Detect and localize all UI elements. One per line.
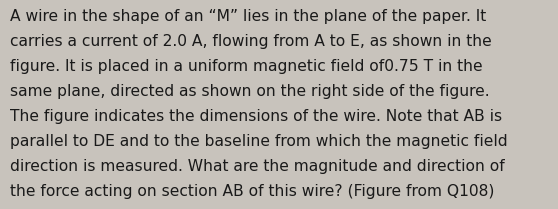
Text: same plane, directed as shown on the right side of the figure.: same plane, directed as shown on the rig…: [10, 84, 490, 99]
Text: direction is measured. What are the magnitude and direction of: direction is measured. What are the magn…: [10, 159, 505, 174]
Text: the force acting on section AB of this wire? (Figure from Q108): the force acting on section AB of this w…: [10, 184, 494, 199]
Text: figure. It is placed in a uniform magnetic field of0.75 T in the: figure. It is placed in a uniform magnet…: [10, 59, 483, 74]
Text: carries a current of 2.0 A, flowing from A to E, as shown in the: carries a current of 2.0 A, flowing from…: [10, 34, 492, 49]
Text: A wire in the shape of an “M” lies in the plane of the paper. It: A wire in the shape of an “M” lies in th…: [10, 9, 486, 24]
Text: parallel to DE and to the baseline from which the magnetic field: parallel to DE and to the baseline from …: [10, 134, 508, 149]
Text: The figure indicates the dimensions of the wire. Note that AB is: The figure indicates the dimensions of t…: [10, 109, 502, 124]
